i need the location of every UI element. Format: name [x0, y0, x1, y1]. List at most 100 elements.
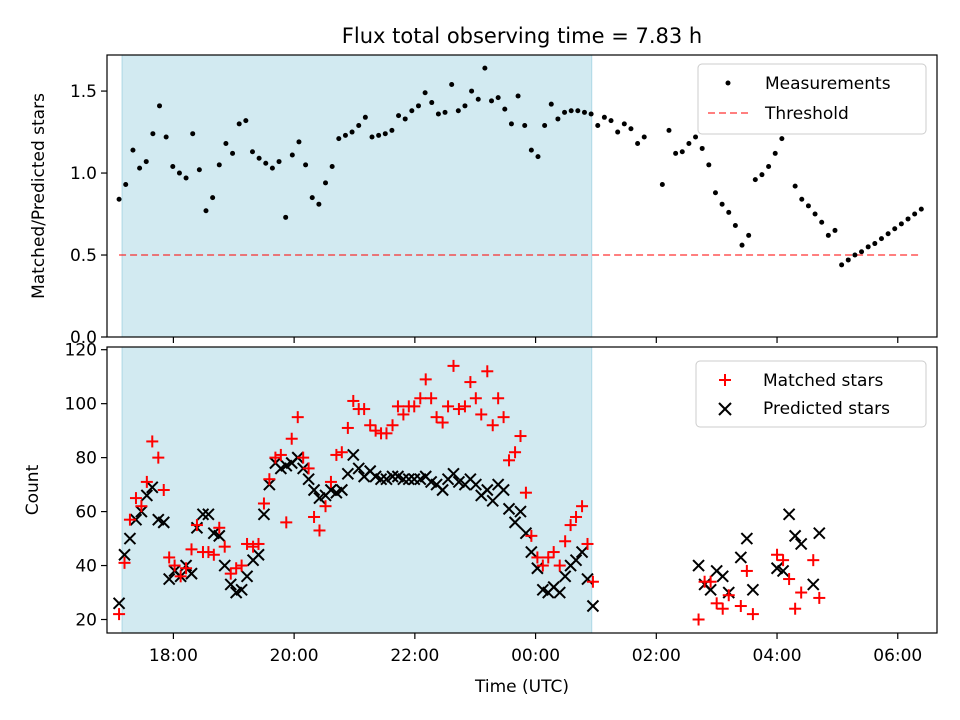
matched-star-point [224, 567, 237, 580]
measurement-point [362, 114, 368, 120]
matched-star-point [447, 359, 460, 372]
matched-star-point [263, 473, 276, 486]
measurements-legend-label: Measurements [765, 74, 891, 94]
measurement-point [845, 257, 851, 263]
matched-star-point [525, 529, 538, 542]
matched-star-point [123, 513, 136, 526]
matched-star-point [330, 448, 343, 461]
measurement-point [429, 100, 435, 106]
measurement-point [283, 214, 289, 220]
predicted-star-point [558, 570, 572, 583]
matched-star-point [710, 597, 723, 610]
matched-star-point [783, 573, 796, 586]
ratio-y-tick-label: 1.5 [70, 82, 97, 102]
measurement-point [905, 216, 911, 222]
ratio-y-tick-label: 0.5 [70, 246, 97, 266]
measurement-point [865, 244, 871, 250]
measurement-point [183, 175, 189, 181]
predicted-star-point [782, 508, 796, 521]
time-x-tick-label: 22:00 [390, 646, 439, 666]
measurement-point [176, 170, 182, 176]
matched-star-point [386, 419, 399, 432]
measurement-point [812, 211, 818, 217]
matched-star-point [168, 559, 181, 572]
matched-star-point [218, 540, 231, 553]
count-y-axis-label: Count [23, 464, 43, 515]
matched-star-point [129, 492, 142, 505]
matched-star-point [789, 602, 802, 615]
measurement-point [562, 109, 568, 115]
matched-legend-marker [719, 374, 731, 386]
matched-star-point [285, 432, 298, 445]
predicted-star-point [386, 470, 399, 483]
count-y-tick-label: 100 [65, 395, 97, 415]
predicted-star-point [436, 483, 449, 497]
matched-star-point [553, 559, 566, 572]
matched-star-point [581, 537, 594, 550]
ratio-panel: 0.0 0.5 1.0 1.5 Matched/Predicted stars Mea… [29, 54, 938, 348]
measurement-point [422, 90, 428, 96]
measurement-point [878, 236, 884, 242]
measurement-point [885, 231, 891, 237]
matched-star-point [324, 475, 337, 488]
measurement-point [369, 134, 375, 140]
ratio-y-axis-label: Matched/Predicted stars [29, 93, 49, 299]
matched-star-point [157, 484, 170, 496]
measurement-point [462, 103, 468, 109]
predicted-star-point [692, 559, 705, 572]
matched-star-point [531, 551, 544, 564]
matched-star-point [257, 497, 270, 510]
matched-star-point [391, 400, 404, 413]
predicted-legend-label: Predicted stars [763, 399, 890, 419]
predicted-star-point [146, 481, 159, 494]
matched-star-point [252, 537, 265, 550]
predicted-star-point [202, 508, 215, 521]
measurement-point [746, 232, 752, 238]
time-x-axis-label: Time (UTC) [474, 677, 569, 697]
matched-star-point [536, 559, 549, 572]
measurement-point [329, 163, 335, 169]
measurement-point [190, 131, 196, 137]
measurement-point [601, 114, 607, 120]
matched-star-point [576, 500, 589, 513]
measurement-point [243, 118, 249, 124]
measurement-point [799, 196, 805, 202]
measurement-point [892, 226, 898, 232]
measurement-point [442, 109, 448, 115]
measurement-point [608, 118, 614, 124]
measurement-point [872, 241, 878, 247]
measurement-point [515, 93, 521, 99]
matched-star-point [692, 613, 705, 626]
measurement-point [752, 177, 758, 183]
matched-star-point [408, 400, 421, 413]
measurement-point [223, 141, 229, 147]
measurement-point [912, 211, 918, 217]
measurement-point [396, 113, 402, 119]
predicted-star-point [794, 537, 808, 551]
predicted-star-point [776, 564, 790, 578]
measurement-point [495, 95, 501, 101]
count-y-tick-label: 120 [65, 341, 97, 361]
measurement-point [859, 249, 865, 255]
count-y-tick-label: 80 [75, 449, 97, 469]
matched-star-point [458, 400, 471, 413]
threshold-legend-label: Threshold [764, 104, 849, 124]
measurement-point [230, 150, 236, 156]
predicted-star-point [553, 586, 566, 599]
measurement-point [568, 108, 574, 114]
measurement-point [679, 149, 685, 155]
count-legend: Matched stars Predicted stars [695, 360, 927, 428]
matched-star-point [190, 519, 203, 532]
measurement-point [376, 132, 382, 138]
matched-star-point [547, 546, 560, 559]
matched-star-point [241, 537, 254, 550]
measurement-point [772, 150, 778, 156]
measurement-point [693, 134, 699, 140]
measurement-point [316, 201, 322, 207]
measurement-point [123, 182, 129, 188]
count-panel: 20 40 60 80 100 120 18:00 20:00 22:00 00:00 02:00 0… [23, 341, 938, 697]
predicted-star-point [502, 502, 516, 516]
measurement-point [635, 141, 641, 147]
measurement-point [489, 98, 495, 104]
predicted-legend-marker [718, 402, 732, 416]
